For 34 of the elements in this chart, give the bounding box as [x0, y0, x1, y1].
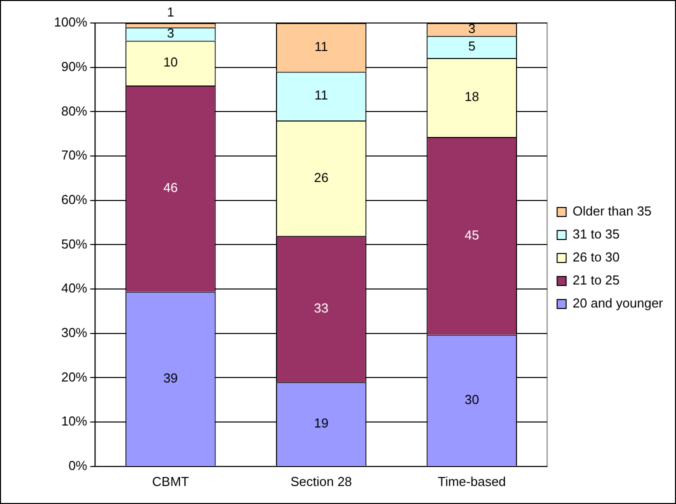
y-tick-label: 30%: [61, 324, 88, 340]
data-label: 46: [163, 180, 178, 196]
data-label: 19: [314, 416, 328, 431]
data-label: 3: [166, 26, 174, 41]
y-tick-label: 90%: [61, 58, 88, 74]
data-label: 5: [468, 38, 476, 54]
data-label: 30: [464, 392, 480, 407]
data-label: 11: [314, 38, 328, 54]
data-label: 26: [314, 170, 328, 185]
data-label: 11: [314, 88, 328, 103]
x-tick-label: Section 28: [290, 474, 352, 489]
data-label: 18: [464, 89, 480, 104]
data-label: 39: [163, 370, 178, 386]
y-tick-label: 80%: [61, 103, 88, 118]
data-label: 10: [163, 54, 178, 70]
y-tick-label: 0%: [68, 458, 88, 473]
legend-label: Older than 35: [572, 204, 652, 219]
y-tick-label: 60%: [61, 192, 88, 207]
legend-label: 26 to 30: [572, 250, 620, 265]
data-label: 45: [464, 227, 480, 242]
y-tick-label: 100%: [54, 14, 88, 30]
data-label: 1: [166, 4, 174, 20]
x-tick-label: Time-based: [438, 474, 506, 489]
data-label: 3: [468, 21, 476, 36]
data-label: 33: [314, 300, 328, 316]
y-tick-label: 70%: [61, 148, 88, 163]
y-tick-label: 50%: [61, 236, 88, 252]
y-tick-label: 40%: [61, 280, 88, 296]
y-tick-label: 20%: [61, 369, 88, 384]
y-tick-label: 10%: [61, 414, 88, 429]
x-tick-label: CBMT: [152, 474, 190, 489]
legend-label: 21 to 25: [572, 272, 620, 288]
legend-label: 20 and younger: [572, 296, 664, 311]
legend-label: 31 to 35: [572, 226, 620, 242]
